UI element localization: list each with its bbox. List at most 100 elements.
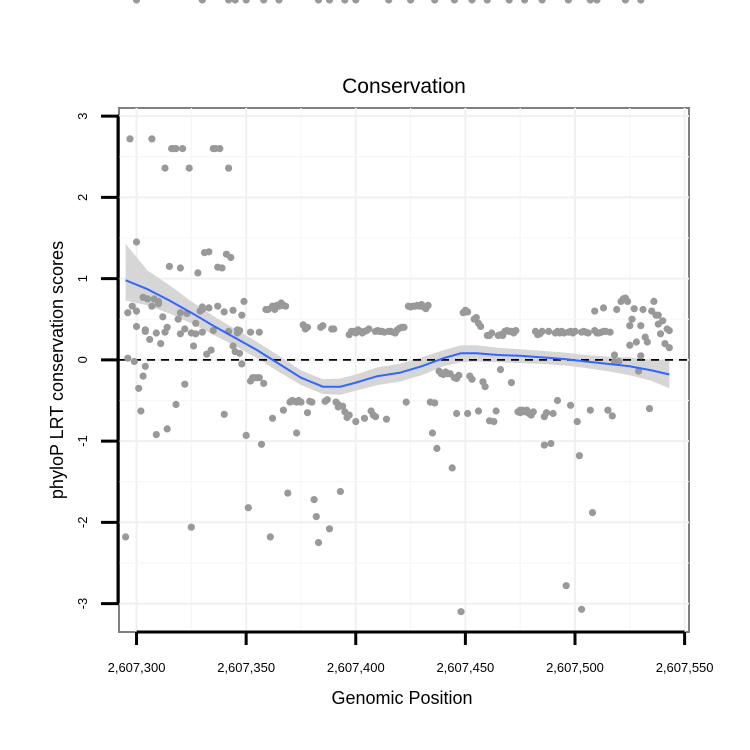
data-point — [573, 418, 581, 426]
data-point — [637, 352, 645, 360]
data-point — [626, 341, 634, 349]
smooth-curve — [125, 279, 670, 388]
data-point — [516, 409, 524, 417]
data-point — [433, 444, 441, 452]
data-point — [385, 0, 393, 4]
data-point — [529, 408, 537, 416]
data-point — [126, 135, 134, 143]
data-point — [391, 328, 399, 336]
data-point — [330, 325, 338, 333]
data-point — [146, 335, 154, 344]
data-point — [194, 269, 202, 277]
data-point — [244, 504, 252, 512]
data-point — [266, 533, 274, 541]
data-point — [468, 0, 476, 4]
y-axis: -3 -2 -1 0 1 2 3 — [75, 112, 120, 609]
data-point — [130, 357, 138, 366]
data-point — [637, 0, 645, 4]
data-point — [161, 328, 169, 336]
data-point — [220, 410, 228, 418]
data-point — [225, 164, 233, 172]
data-point — [613, 305, 621, 314]
data-point — [165, 262, 173, 270]
x-tick-label: 2,607,400 — [327, 660, 385, 675]
data-point — [626, 322, 634, 330]
data-point — [637, 322, 645, 330]
data-point — [464, 409, 472, 418]
data-point — [496, 366, 505, 374]
data-point — [457, 608, 465, 616]
data-point — [665, 344, 673, 352]
data-point — [187, 329, 195, 337]
data-point — [352, 329, 360, 337]
data-point — [424, 301, 432, 309]
x-axis: 2,607,300 2,607,350 2,607,400 2,607,450 2,60… — [108, 630, 714, 675]
data-point — [314, 539, 323, 547]
data-point — [319, 322, 327, 330]
data-point — [643, 338, 651, 346]
data-point — [453, 409, 461, 418]
data-point — [297, 398, 305, 406]
data-point — [606, 328, 614, 336]
data-point — [303, 323, 312, 331]
data-point — [260, 379, 268, 387]
data-point — [218, 264, 226, 272]
data-point — [624, 297, 632, 305]
data-point — [431, 0, 439, 4]
data-point — [303, 409, 312, 417]
data-point — [588, 508, 597, 517]
data-point — [538, 0, 546, 4]
chart-title: Conservation — [342, 75, 466, 98]
data-point — [152, 329, 160, 337]
data-point — [198, 0, 206, 4]
data-point — [312, 513, 320, 521]
data-point — [615, 357, 623, 366]
data-point — [464, 308, 472, 316]
data-point — [352, 418, 360, 426]
data-point — [477, 322, 485, 331]
data-point — [174, 315, 182, 323]
data-point — [628, 315, 636, 323]
data-point — [656, 330, 665, 338]
data-point — [132, 0, 141, 4]
gridlines — [119, 108, 689, 632]
data-point — [341, 0, 349, 4]
data-point — [181, 380, 189, 388]
data-point — [345, 411, 353, 419]
data-point — [257, 440, 266, 448]
data-point — [407, 0, 415, 4]
data-point — [360, 414, 369, 422]
data-point — [198, 303, 206, 311]
data-point — [325, 0, 334, 4]
data-point — [192, 319, 200, 327]
data-point — [310, 496, 318, 504]
data-point — [599, 304, 608, 312]
data-point — [468, 375, 476, 383]
data-point — [586, 0, 594, 4]
data-point — [610, 351, 619, 359]
data-point — [402, 398, 410, 406]
data-point — [181, 325, 189, 333]
data-point — [293, 429, 301, 437]
data-point — [540, 413, 548, 421]
data-point — [242, 0, 250, 4]
y-axis-label: phyloP LRT conservation scores — [47, 241, 67, 499]
data-point — [474, 407, 483, 415]
data-point — [246, 328, 255, 336]
data-point — [220, 308, 228, 316]
data-point — [229, 306, 237, 314]
data-point — [365, 325, 373, 333]
data-point — [608, 412, 616, 420]
smooth-line — [125, 279, 670, 388]
data-point — [163, 425, 171, 433]
data-point — [189, 342, 198, 350]
data-point — [172, 400, 180, 409]
data-point — [654, 320, 662, 328]
data-point — [205, 304, 213, 312]
data-point — [238, 311, 246, 319]
data-point — [255, 328, 263, 336]
data-points — [122, 0, 673, 616]
data-point — [485, 417, 494, 425]
data-point — [481, 383, 489, 391]
